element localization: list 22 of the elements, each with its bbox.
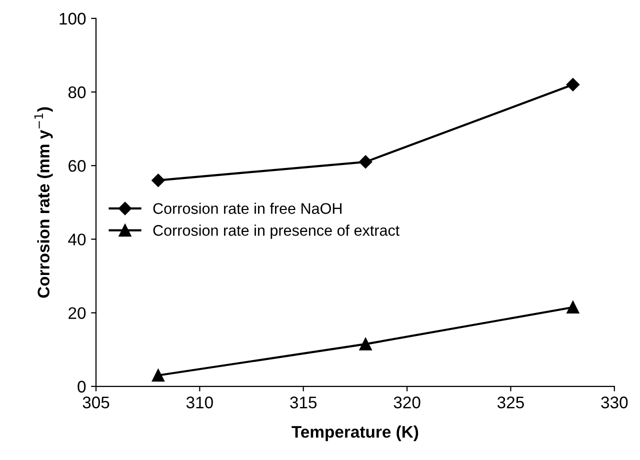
y-tick-label: 20 [68,307,86,320]
y-tick-label: 40 [68,234,86,246]
y-tick-label: 100 [60,12,86,25]
x-axis-title: Temperature (K) [292,426,418,442]
point [566,301,580,314]
x-tick-label: 315 [290,396,317,408]
x-tick-label: 320 [394,396,420,408]
point [359,338,372,350]
point [152,174,165,187]
x-tick-label: 330 [601,396,628,408]
point [358,155,372,169]
x-tick-label: 310 [186,396,213,408]
y-tick-label: 0 [78,380,86,393]
legend-label: Corrosion rate in free NaOH [153,202,342,214]
y-tick-label: 80 [68,86,86,98]
legend-label: Corrosion rate in presence of extract [153,224,400,239]
x-tick-label: 325 [497,396,524,408]
y-axis-title: Corrosion rate (mm y$^{−1}$) [34,107,53,298]
point [152,369,164,382]
point [566,78,580,92]
y-tick-label: 60 [68,160,86,172]
x-tick-label: 305 [82,396,110,408]
